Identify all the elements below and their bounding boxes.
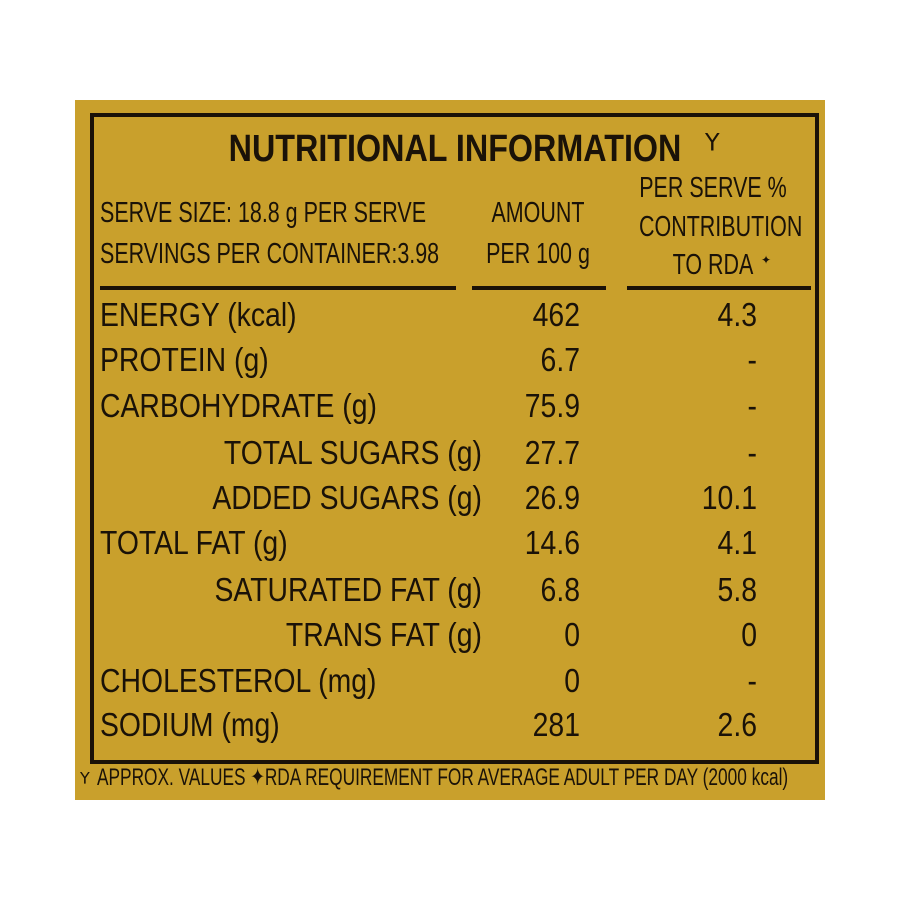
nutrient-label: ADDED SUGARS (g): [212, 479, 482, 516]
nutrient-rda: 10.1: [701, 479, 757, 516]
nutrient-rda: 0: [741, 616, 757, 653]
nutrient-label: TRANS FAT (g): [285, 616, 482, 653]
nutrient-label: PROTEIN (g): [100, 341, 269, 378]
footnote-approx-mark-icon: ⅄: [80, 768, 90, 785]
nutrient-amount: 26.9: [524, 479, 580, 516]
header-rule-rda: [627, 286, 811, 290]
amount-header-line1: AMOUNT: [491, 197, 585, 229]
nutrient-label: TOTAL SUGARS (g): [223, 434, 482, 471]
nutrient-label: TOTAL FAT (g): [100, 524, 288, 561]
nutrient-label: SATURATED FAT (g): [214, 571, 482, 608]
nutrient-amount: 6.8: [540, 571, 580, 608]
nutrition-table-frame: [90, 113, 819, 764]
nutrient-label: CHOLESTEROL (mg): [100, 662, 377, 699]
rda-header-line1: PER SERVE %: [639, 172, 787, 204]
nutrient-amount: 27.7: [524, 434, 580, 471]
nutrient-amount: 0: [564, 662, 580, 699]
nutrient-amount: 75.9: [524, 387, 580, 424]
nutrient-label: CARBOHYDRATE (g): [100, 387, 378, 424]
nutrient-rda: -: [747, 662, 757, 699]
servings-per-container: SERVINGS PER CONTAINER:3.98: [100, 238, 440, 270]
rda-header-line2: CONTRIBUTION: [639, 211, 803, 243]
header-rule-amount: [472, 286, 606, 290]
nutrient-rda: 4.1: [717, 524, 757, 561]
nutrient-label: ENERGY (kcal): [100, 296, 297, 333]
nutrient-rda: -: [747, 434, 757, 471]
rda-mark-icon: ✦: [761, 253, 772, 267]
nutrient-rda: -: [747, 341, 757, 378]
footnote: APPROX. VALUES ✦RDA REQUIREMENT FOR AVER…: [97, 764, 789, 791]
nutrient-amount: 14.6: [524, 524, 580, 561]
nutrient-amount: 462: [532, 296, 580, 333]
nutrient-rda: 4.3: [717, 296, 757, 333]
amount-header-line2: PER 100 g: [486, 238, 590, 270]
rda-header-line3: TO RDA: [672, 249, 754, 281]
serve-size: SERVE SIZE: 18.8 g PER SERVE: [100, 197, 427, 229]
approx-mark-icon: ⅄: [705, 127, 720, 154]
nutrient-amount: 281: [532, 706, 580, 743]
nutrient-rda: 2.6: [717, 706, 757, 743]
nutrient-label: SODIUM (mg): [100, 706, 280, 743]
title: NUTRITIONAL INFORMATION: [228, 128, 682, 170]
nutrient-rda: 5.8: [717, 571, 757, 608]
nutrient-amount: 6.7: [540, 341, 580, 378]
nutrient-amount: 0: [564, 616, 580, 653]
header-rule-label: [100, 286, 456, 290]
nutrient-rda: -: [747, 387, 757, 424]
nutrition-label: [75, 100, 825, 800]
